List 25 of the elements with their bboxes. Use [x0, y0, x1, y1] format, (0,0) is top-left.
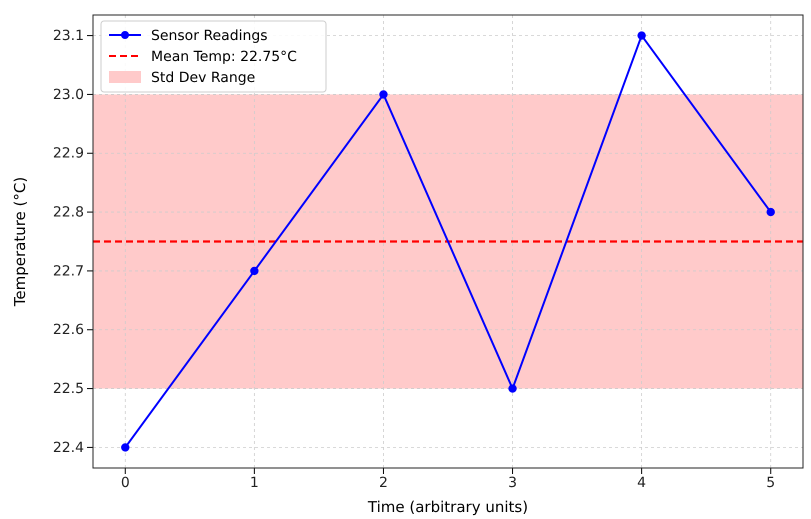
- y-tick-label: 22.5: [52, 381, 84, 398]
- x-tick-label: 2: [378, 474, 388, 491]
- point: [379, 90, 388, 99]
- point: [250, 266, 259, 276]
- x-tick-label: 0: [120, 474, 130, 491]
- point: [637, 31, 646, 40]
- x-tick-label: 5: [766, 474, 776, 491]
- x-axis-title: Time (arbitrary units): [366, 498, 528, 516]
- legend-label: Sensor Readings: [151, 28, 268, 44]
- y-tick-label: 22.4: [52, 440, 84, 456]
- y-tick-label: 23.0: [52, 86, 84, 103]
- y-tick-label: 22.6: [52, 322, 84, 338]
- y-tick-label: 22.8: [52, 204, 84, 221]
- y-axis-title: Temperature (°C): [11, 176, 29, 308]
- point: [766, 208, 775, 216]
- y-tick-label: 23.1: [52, 28, 84, 44]
- y-tick-label: 22.7: [52, 263, 84, 280]
- point: [121, 443, 130, 452]
- legend-label: Std Dev Range: [151, 70, 256, 86]
- x-tick-label: 1: [250, 474, 259, 491]
- y-tick-label: 22.9: [52, 146, 84, 162]
- legend-label: Mean Temp: 22.75°C: [151, 49, 298, 65]
- point: [508, 384, 517, 393]
- x-tick-label: 4: [637, 474, 646, 491]
- x-tick-label: 3: [508, 474, 518, 491]
